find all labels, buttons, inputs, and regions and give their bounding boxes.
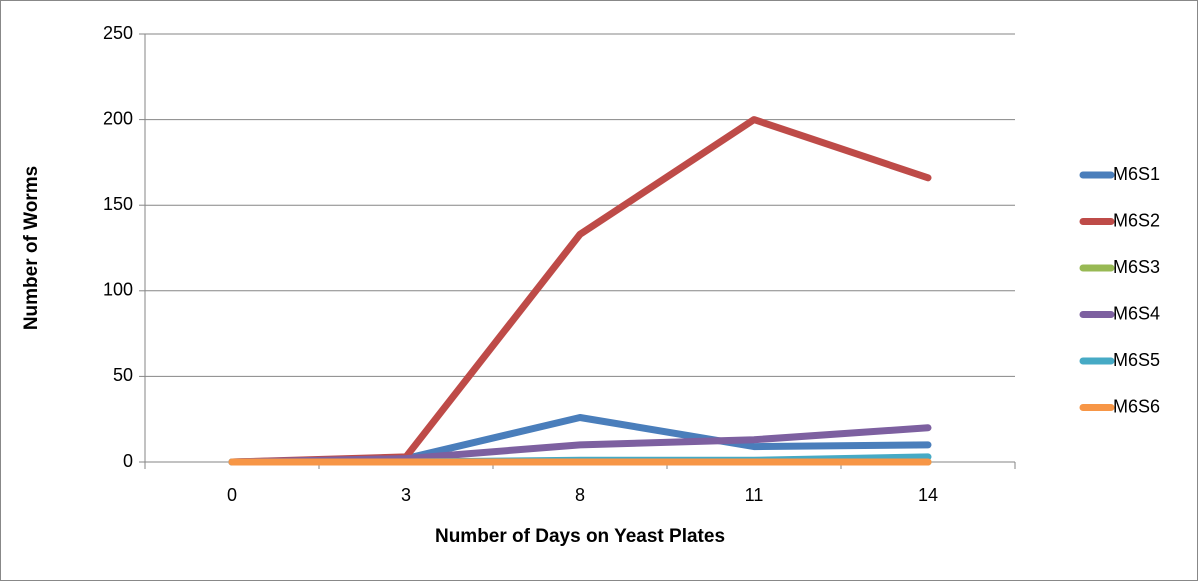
y-tick-label: 100 [103,280,133,300]
x-tick-label: 8 [575,485,585,505]
legend-label: M6S4 [1113,303,1160,323]
y-tick-label: 0 [123,451,133,471]
x-tick-label: 3 [401,485,411,505]
x-tick-label: 11 [745,485,764,505]
legend-label: M6S2 [1113,210,1160,230]
y-tick-label: 50 [113,365,133,385]
legend-label: M6S3 [1113,257,1160,277]
legend-label: M6S1 [1113,164,1160,184]
x-axis-title: Number of Days on Yeast Plates [435,526,725,547]
legend-label: M6S6 [1113,396,1160,416]
x-tick-label: 14 [918,485,938,505]
y-tick-label: 250 [103,23,133,43]
y-tick-label: 200 [103,108,133,128]
legend-label: M6S5 [1113,350,1160,370]
y-tick-label: 150 [103,194,133,214]
x-tick-label: 0 [227,485,237,505]
y-axis-title: Number of Worms [21,166,42,330]
